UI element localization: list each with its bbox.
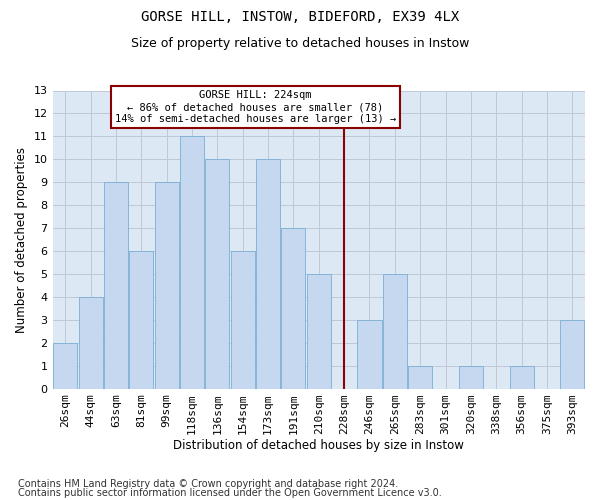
Bar xyxy=(459,366,483,388)
Text: GORSE HILL, INSTOW, BIDEFORD, EX39 4LX: GORSE HILL, INSTOW, BIDEFORD, EX39 4LX xyxy=(141,10,459,24)
Bar xyxy=(129,251,154,388)
Text: Size of property relative to detached houses in Instow: Size of property relative to detached ho… xyxy=(131,38,469,51)
Bar xyxy=(104,182,128,388)
Bar xyxy=(53,342,77,388)
Bar xyxy=(205,160,229,388)
Bar xyxy=(256,160,280,388)
X-axis label: Distribution of detached houses by size in Instow: Distribution of detached houses by size … xyxy=(173,440,464,452)
Text: GORSE HILL: 224sqm
← 86% of detached houses are smaller (78)
14% of semi-detache: GORSE HILL: 224sqm ← 86% of detached hou… xyxy=(115,90,396,124)
Bar xyxy=(281,228,305,388)
Bar xyxy=(155,182,179,388)
Bar xyxy=(509,366,533,388)
Bar xyxy=(180,136,204,388)
Bar xyxy=(408,366,432,388)
Text: Contains public sector information licensed under the Open Government Licence v3: Contains public sector information licen… xyxy=(18,488,442,498)
Bar xyxy=(307,274,331,388)
Bar xyxy=(358,320,382,388)
Bar xyxy=(230,251,255,388)
Bar xyxy=(383,274,407,388)
Bar xyxy=(560,320,584,388)
Text: Contains HM Land Registry data © Crown copyright and database right 2024.: Contains HM Land Registry data © Crown c… xyxy=(18,479,398,489)
Bar xyxy=(79,297,103,388)
Y-axis label: Number of detached properties: Number of detached properties xyxy=(15,146,28,332)
